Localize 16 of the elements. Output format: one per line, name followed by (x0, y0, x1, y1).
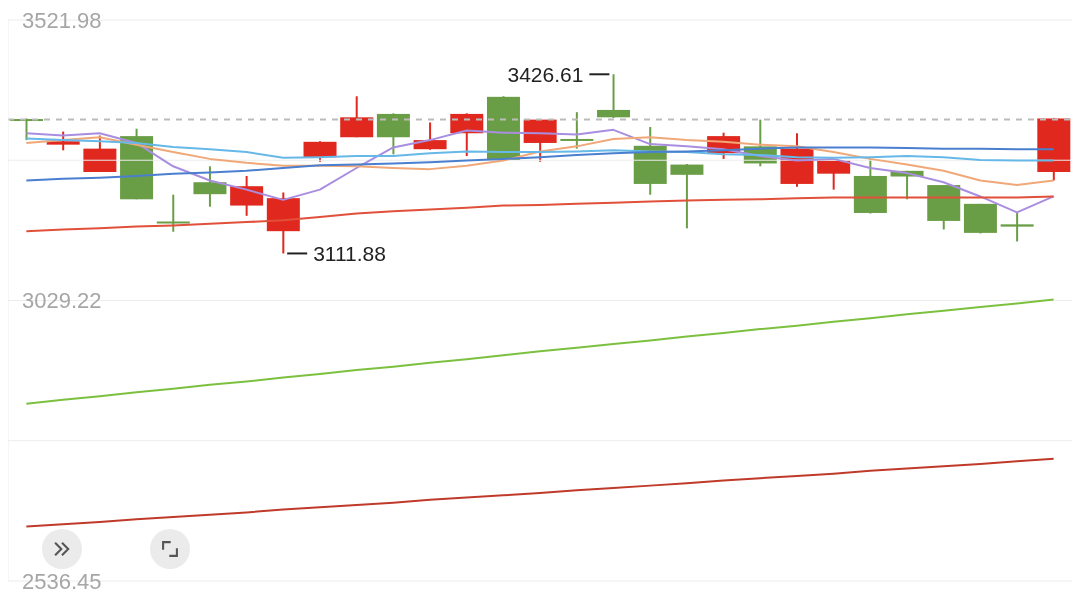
candlestick (1000, 211, 1034, 243)
candlestick (156, 193, 190, 233)
line-series (25, 146, 1055, 182)
annotation: 3426.61 (507, 62, 584, 86)
candlestick (670, 163, 704, 230)
line-series (25, 195, 1055, 233)
y-tick-label: 3029.22 (22, 288, 102, 313)
line-series (25, 128, 1055, 214)
line-series (25, 457, 1055, 528)
line-series (25, 137, 1055, 162)
candlestick (560, 111, 594, 150)
line-series (25, 136, 1055, 187)
y-tick-label: 3521.98 (22, 7, 102, 33)
y-tick-label: 2536.45 (22, 568, 102, 594)
annotation: 3111.88 (313, 241, 386, 265)
candlestick (46, 130, 80, 152)
